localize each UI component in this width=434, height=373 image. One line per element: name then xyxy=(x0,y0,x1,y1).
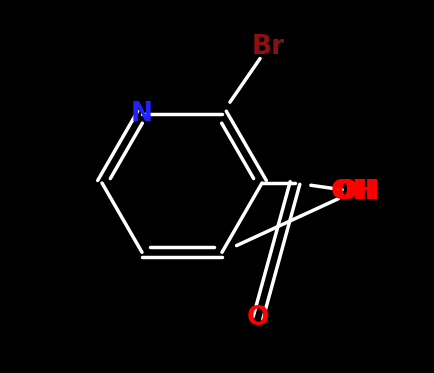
Text: N: N xyxy=(131,101,153,127)
Text: O: O xyxy=(246,305,269,331)
Text: OH: OH xyxy=(330,179,375,205)
Text: Br: Br xyxy=(251,34,284,60)
Text: OH: OH xyxy=(335,179,379,205)
